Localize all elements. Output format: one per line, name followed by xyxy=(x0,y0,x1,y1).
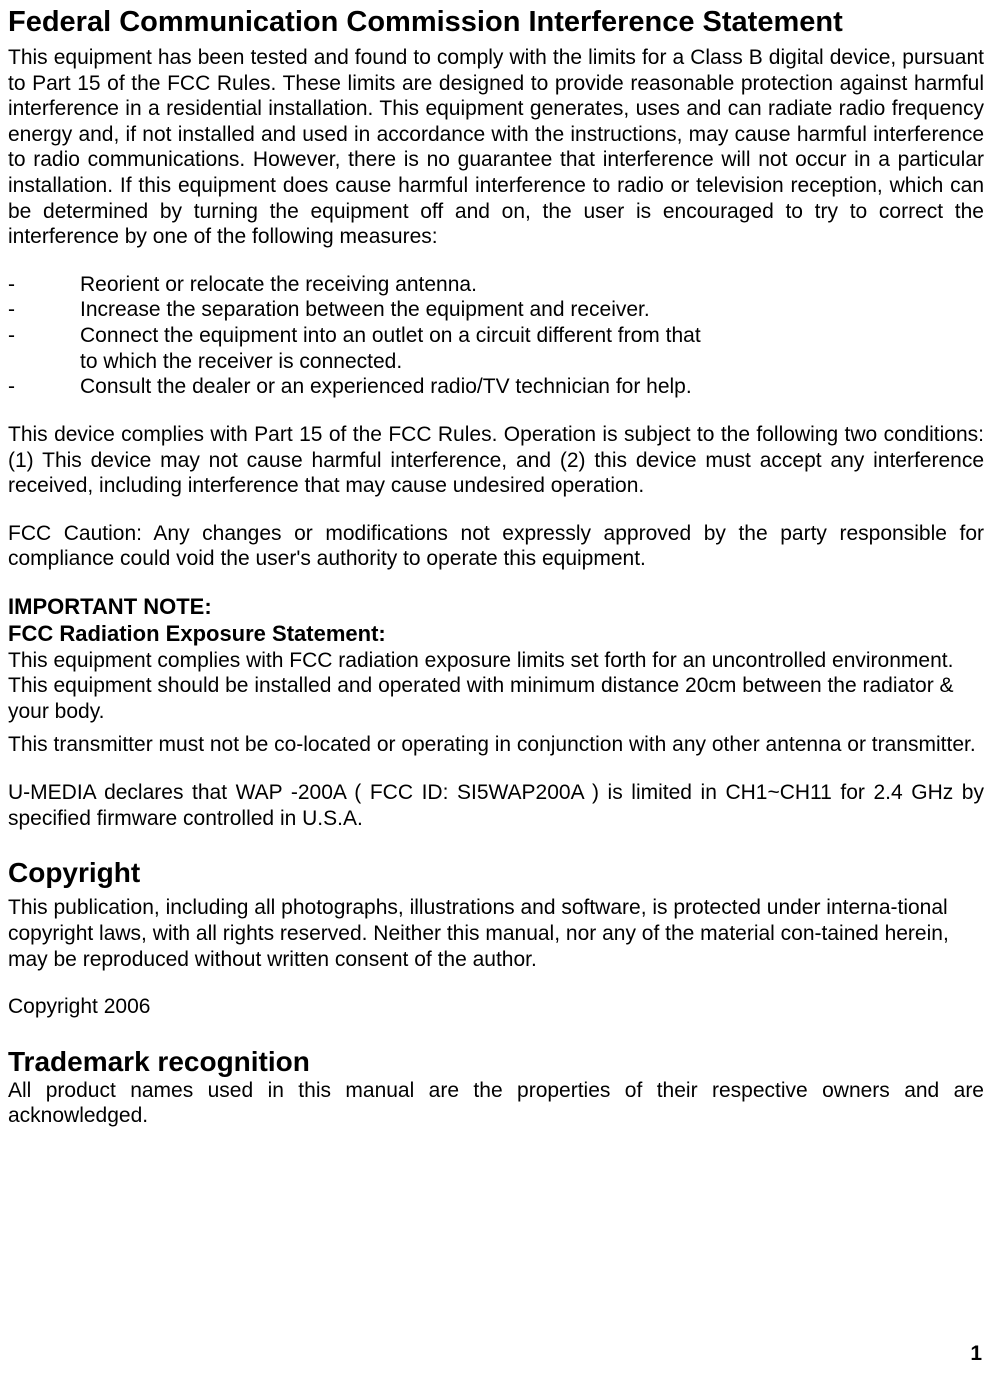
fcc-p2: This device complies with Part 15 of the… xyxy=(8,422,984,499)
fcc-p3: FCC Caution: Any changes or modification… xyxy=(8,521,984,572)
fcc-p6: U-MEDIA declares that WAP -200A ( FCC ID… xyxy=(8,780,984,831)
copyright-p2: Copyright 2006 xyxy=(8,994,984,1020)
bullet-text: Connect the equipment into an outlet on … xyxy=(80,323,984,349)
bullet-dash: - xyxy=(8,323,80,349)
fcc-p4: This equipment complies with FCC radiati… xyxy=(8,648,984,725)
bullet-text: Consult the dealer or an experienced rad… xyxy=(80,374,984,400)
page-number: 1 xyxy=(970,1342,982,1366)
important-note-label: IMPORTANT NOTE: xyxy=(8,594,984,621)
list-item: - Reorient or relocate the receiving ant… xyxy=(8,272,984,298)
copyright-p1: This publication, including all photogra… xyxy=(8,895,984,972)
bullet-text: Reorient or relocate the receiving anten… xyxy=(80,272,984,298)
fcc-p5: This transmitter must not be co-located … xyxy=(8,732,984,758)
bullet-dash: - xyxy=(8,297,80,323)
copyright-heading: Copyright xyxy=(8,857,984,889)
bullet-text: to which the receiver is connected. xyxy=(80,349,984,375)
fcc-bullet-list: - Reorient or relocate the receiving ant… xyxy=(8,272,984,400)
trademark-heading: Trademark recognition xyxy=(8,1046,984,1078)
fcc-p1: This equipment has been tested and found… xyxy=(8,45,984,250)
list-item: to which the receiver is connected. xyxy=(8,349,984,375)
list-item: - Increase the separation between the eq… xyxy=(8,297,984,323)
fcc-heading: Federal Communication Commission Interfe… xyxy=(8,6,984,39)
bullet-text: Increase the separation between the equi… xyxy=(80,297,984,323)
bullet-dash: - xyxy=(8,374,80,400)
trademark-p1: All product names used in this manual ar… xyxy=(8,1078,984,1129)
radiation-heading: FCC Radiation Exposure Statement: xyxy=(8,621,984,648)
bullet-dash: - xyxy=(8,272,80,298)
list-item: - Consult the dealer or an experienced r… xyxy=(8,374,984,400)
bullet-dash xyxy=(8,349,80,375)
list-item: - Connect the equipment into an outlet o… xyxy=(8,323,984,349)
